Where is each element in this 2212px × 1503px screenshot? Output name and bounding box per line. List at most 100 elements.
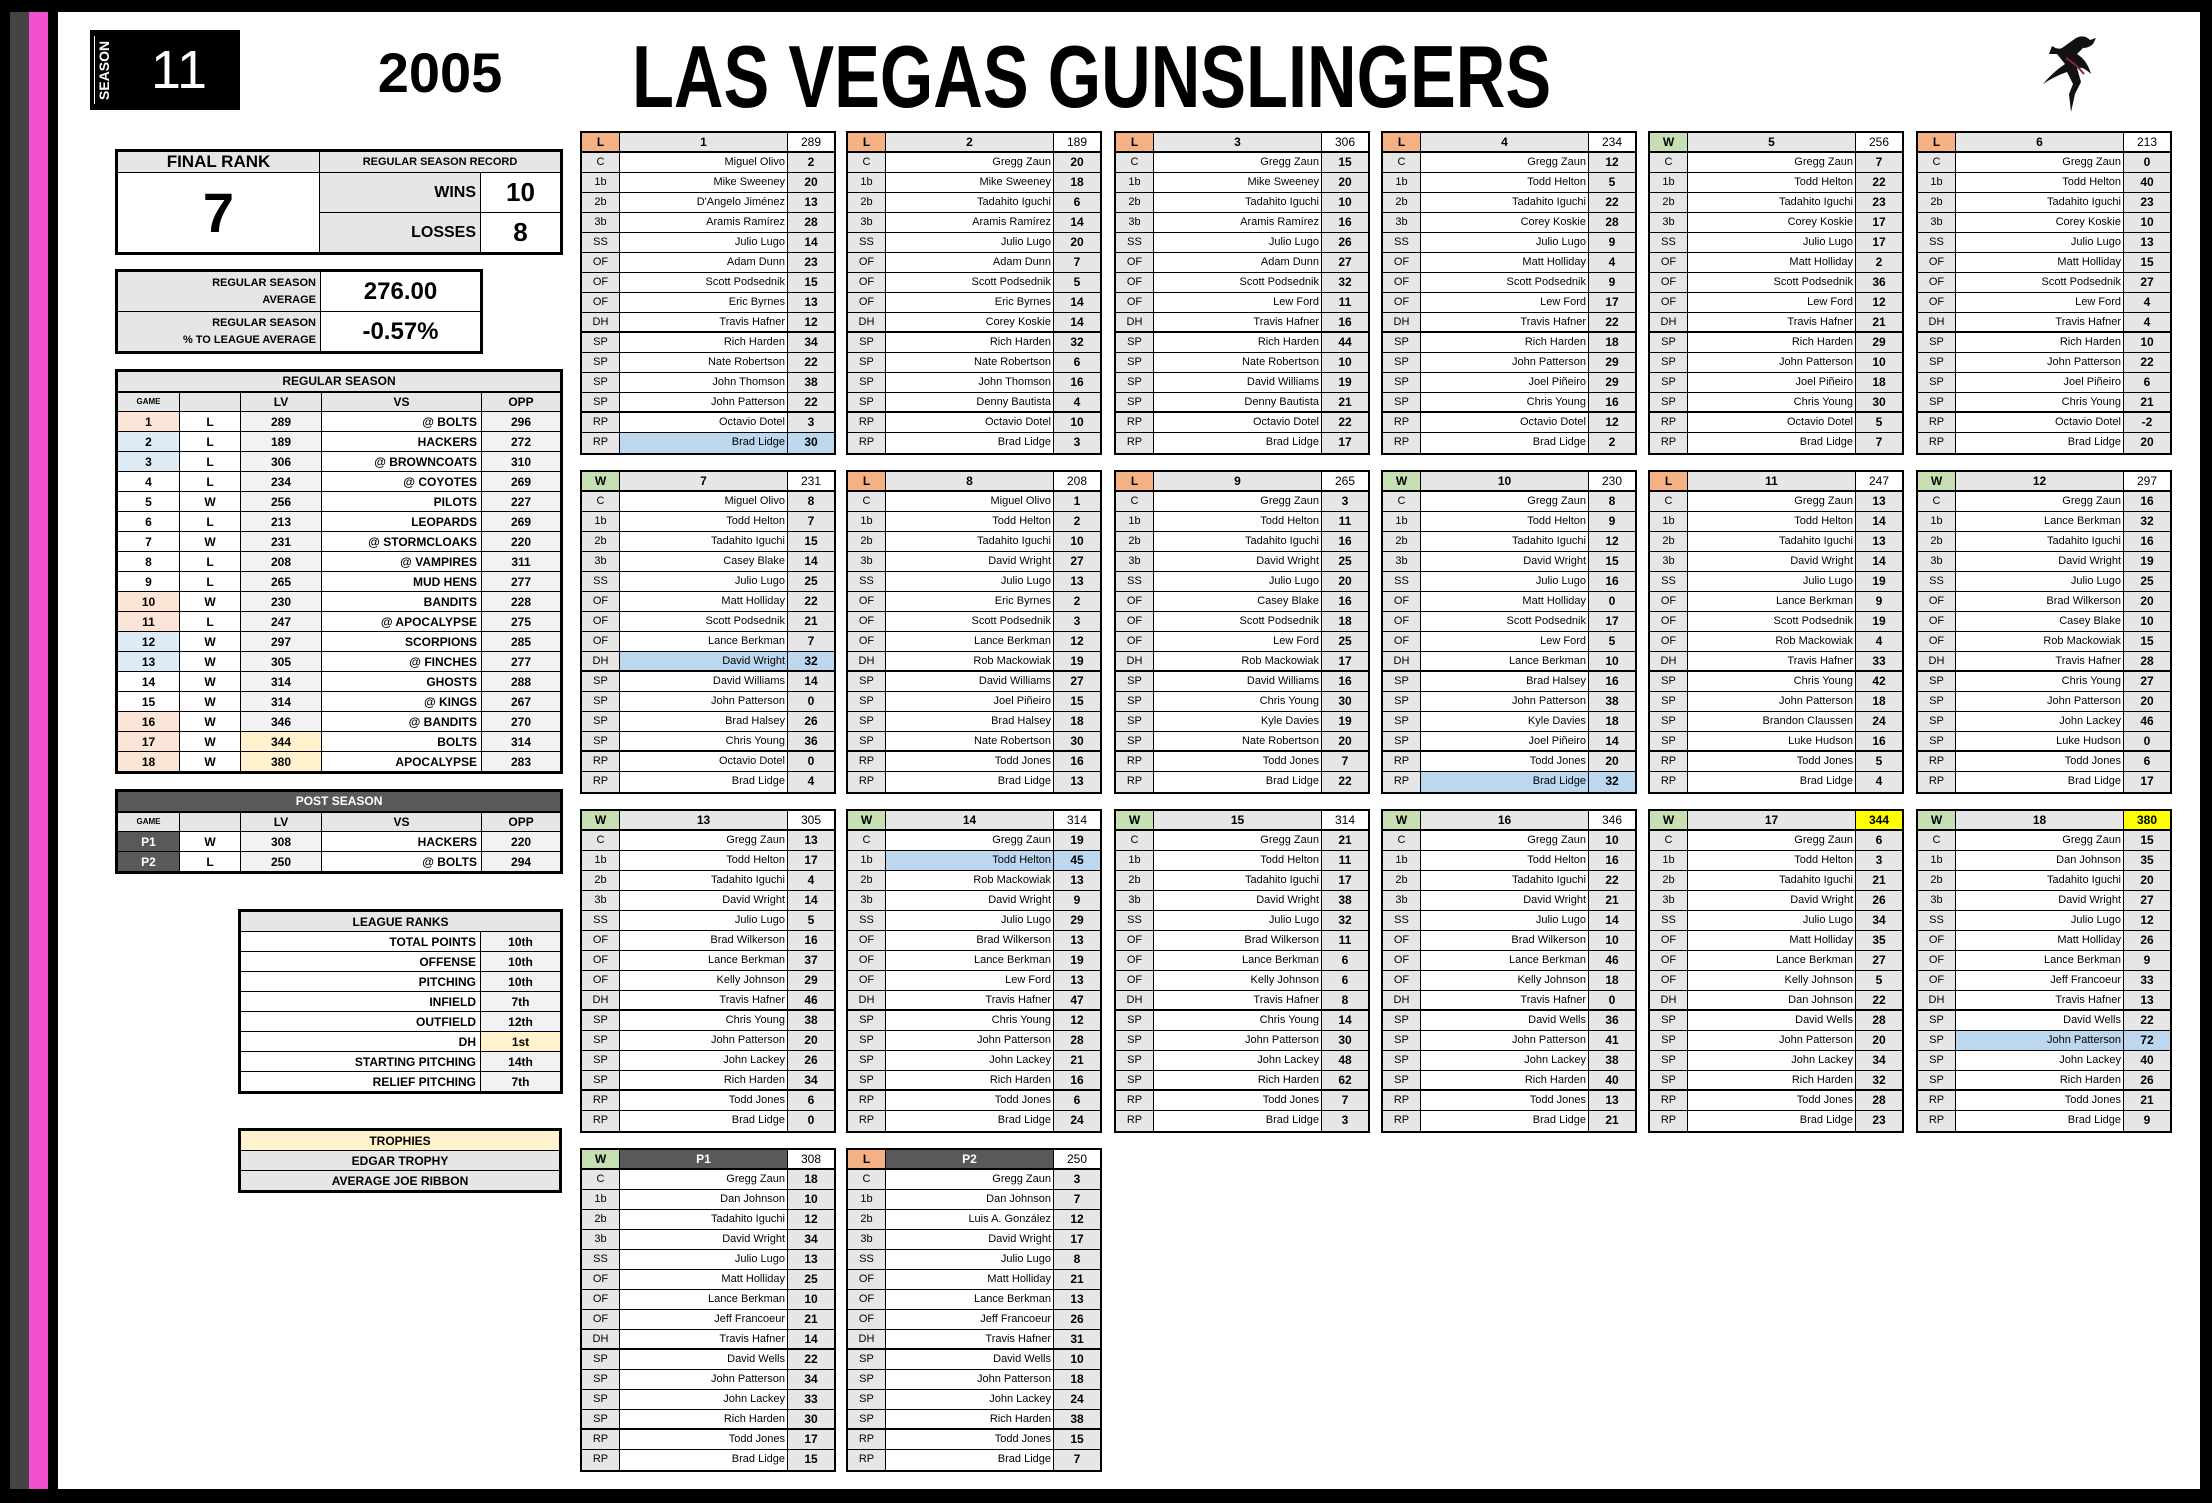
lineup-points: 13 [1054,772,1100,792]
opponent: @ BOLTS [321,851,482,872]
lineup-player: Brad Wilkerson [1956,592,2124,612]
schedule-row: 1 L 289 @ BOLTS 296 [117,411,561,432]
rank-value: 7th [479,991,562,1012]
lineup-player: Rich Harden [886,333,1054,353]
lineup-points: 18 [1589,971,1635,991]
lineup-player: John Lackey [1688,1051,1856,1071]
column-result [179,811,241,832]
lineup-position: RP [1650,752,1688,772]
lineup-position: DH [848,991,886,1011]
lineup-position: 2b [1918,871,1956,891]
rank-value: 1st [479,1031,562,1052]
lineup-player: Brad Halsey [1421,672,1589,692]
lineup-player: Dan Johnson [1956,851,2124,871]
lineup-points: 13 [1589,1091,1635,1111]
lineup-position: SS [1650,572,1688,592]
lineup-points: 14 [788,1330,834,1350]
game-result: L [179,471,241,492]
lineup-points: 14 [788,672,834,692]
lineup-player: Brad Lidge [620,1450,788,1470]
lineup-player: Kelly Johnson [1421,971,1589,991]
game-result: W [179,631,241,652]
lineup-player: Dan Johnson [1688,991,1856,1011]
lineup-points: 5 [1589,173,1635,193]
lineup-points: 40 [2124,1051,2170,1071]
lineup-points: 22 [2124,353,2170,373]
lineup-points: 10 [1589,931,1635,951]
lineup-points: 24 [1856,712,1902,732]
lineup-player: Julio Lugo [1956,911,2124,931]
lineup-points: 16 [1856,732,1902,752]
lineup-points: 38 [1054,1410,1100,1430]
game-result: W [179,731,241,752]
lineup-player: Tadahito Iguchi [1688,871,1856,891]
lineup-position: SP [582,1071,620,1091]
lineup-points: 20 [2124,871,2170,891]
lineup-points: 20 [2124,592,2170,612]
lineup-points: 10 [1589,831,1635,851]
game-number: 8 [117,551,180,572]
lineup-position: SP [1918,353,1956,373]
lineup-points: 44 [1322,333,1368,353]
lineup-player: Brad Lidge [886,772,1054,792]
lineup-player: Octavio Dotel [620,752,788,772]
lineup-player: Gregg Zaun [886,1170,1054,1190]
lineup-player: Scott Podsednik [1956,273,2124,293]
opponent-score: 220 [481,531,561,552]
lineup-position: RP [848,1430,886,1450]
lineup-player: Joel Piñeiro [1421,732,1589,752]
lineup-position: 1b [1918,512,1956,532]
lineup-points: 33 [788,1390,834,1410]
lineup-position: 1b [848,512,886,532]
lineup-points: 17 [1322,652,1368,672]
lineup-position: SP [1116,672,1154,692]
lineup-points: 20 [2124,692,2170,712]
lineup-position: 3b [1918,552,1956,572]
lineup-player: Todd Jones [886,752,1054,772]
lineup-player: Tadahito Iguchi [1956,193,2124,213]
lineup-player: Aramis Ramírez [1154,213,1322,233]
lineup-position: SP [1650,1031,1688,1051]
lineup-points: 26 [1054,1310,1100,1330]
lineup-points: 20 [1589,752,1635,772]
game-result: L [179,511,241,532]
lineup-position: SP [848,1350,886,1370]
lineup-player: John Patterson [1421,1031,1589,1051]
rank-row: OFFENSE 10th [240,951,562,972]
opponent-score: 283 [481,751,561,772]
lineup-player: David Wright [1688,891,1856,911]
lineup-position: SP [848,1410,886,1430]
lv-score: 247 [240,611,322,632]
opponent-score: 294 [480,851,562,872]
lineup-points: 28 [1589,213,1635,233]
lineup-points: 46 [788,991,834,1011]
lineup-player: Gregg Zaun [1956,831,2124,851]
lv-score: 208 [240,551,322,572]
lineup-position: 1b [1116,173,1154,193]
lineup-position: OF [848,931,886,951]
rank-value: 14th [479,1051,562,1072]
lineup-position: SS [582,233,620,253]
lineup-position: SS [1116,911,1154,931]
lineup-player: Rich Harden [886,1410,1054,1430]
lineup-position: OF [582,632,620,652]
lineup-points: 11 [1322,293,1368,313]
lineup-position: OF [1650,612,1688,632]
lineup-points: 27 [1856,951,1902,971]
lineup-position: RP [1918,752,1956,772]
lineup-points: 10 [1589,652,1635,672]
lineup-player: David Wells [1956,1011,2124,1031]
lineup-position: RP [848,1450,886,1470]
lineup-position: OF [848,951,886,971]
lineup-player: Gregg Zaun [1688,492,1856,512]
lineup-player: Lance Berkman [1421,652,1589,672]
lineup-player: Rich Harden [1956,1071,2124,1091]
gunslinger-logo-icon [2043,36,2096,112]
game-result: L [179,431,241,452]
lineup-position: SP [1650,1051,1688,1071]
lineup-player: Kelly Johnson [1154,971,1322,991]
lineup-points: 10 [788,1290,834,1310]
lineup-position: OF [582,931,620,951]
lineup-points: 5 [1589,632,1635,652]
